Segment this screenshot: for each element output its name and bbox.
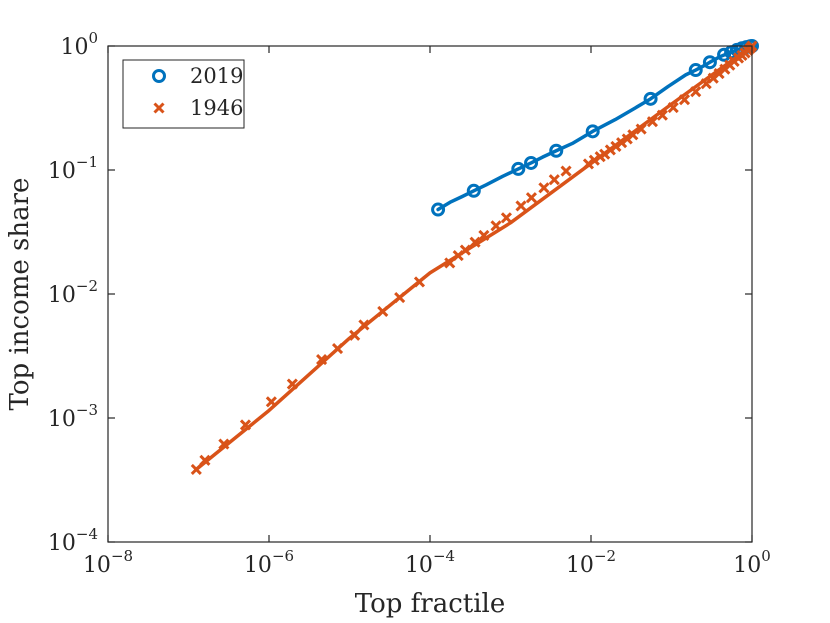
data-point-2019 bbox=[511, 161, 526, 176]
data-point-1946 bbox=[548, 174, 560, 186]
legend-box bbox=[122, 59, 245, 129]
x-tick-label: 10−8 bbox=[83, 547, 133, 578]
data-point-1946 bbox=[331, 343, 344, 355]
x-tick-labels: 10−8 10−6 10−4 10−2 100 bbox=[83, 547, 771, 578]
data-point-1946 bbox=[678, 94, 691, 106]
data-point-1946 bbox=[199, 454, 211, 466]
data-point-1946 bbox=[646, 116, 659, 128]
plot-area bbox=[108, 46, 752, 542]
series-layer bbox=[190, 39, 759, 475]
x-tick-label: 100 bbox=[733, 547, 771, 578]
x-tick-label: 10−2 bbox=[566, 547, 616, 578]
data-point-2019 bbox=[431, 202, 446, 217]
data-point-1946 bbox=[444, 257, 456, 269]
series-2019 bbox=[431, 39, 759, 217]
data-point-2019 bbox=[702, 55, 717, 70]
data-point-1946 bbox=[377, 305, 389, 318]
legend-marker-1946 bbox=[153, 102, 165, 114]
x-tick-label: 10−6 bbox=[244, 547, 294, 578]
x-axis-label: Top fractile bbox=[355, 589, 505, 619]
y-tick-label: 10−2 bbox=[48, 277, 98, 308]
data-point-1946 bbox=[560, 165, 572, 177]
legend-label-1946: 1946 bbox=[190, 96, 243, 120]
data-point-1946 bbox=[500, 212, 512, 224]
y-tick-label: 10−1 bbox=[48, 153, 98, 184]
data-point-2019 bbox=[688, 63, 703, 78]
data-point-2019 bbox=[466, 183, 481, 198]
series-line-1946 bbox=[194, 44, 754, 472]
data-point-1946 bbox=[265, 396, 277, 408]
data-point-1946 bbox=[478, 229, 490, 241]
data-point-1946 bbox=[690, 86, 702, 98]
data-point-1946 bbox=[469, 236, 481, 248]
legend: 2019 1946 bbox=[122, 59, 245, 129]
series-1946 bbox=[190, 40, 758, 475]
data-point-1946 bbox=[286, 378, 298, 390]
data-point-1946 bbox=[490, 220, 502, 232]
data-point-1946 bbox=[667, 101, 679, 114]
x-tick-label: 10−4 bbox=[405, 547, 455, 578]
data-point-2019 bbox=[524, 155, 539, 170]
data-point-1946 bbox=[582, 158, 595, 170]
data-point-1946 bbox=[190, 463, 202, 475]
y-tick-labels: 10−4 10−3 10−2 10−1 100 bbox=[48, 29, 98, 556]
y-tick-label: 10−3 bbox=[48, 401, 98, 432]
data-point-1946 bbox=[627, 129, 639, 141]
data-point-1946 bbox=[588, 154, 600, 166]
data-point-2019 bbox=[585, 124, 600, 139]
data-point-2019 bbox=[717, 47, 732, 62]
data-point-1946 bbox=[635, 123, 647, 135]
data-point-1946 bbox=[218, 438, 230, 450]
data-point-1946 bbox=[656, 109, 668, 121]
plot-frame bbox=[107, 45, 753, 543]
data-point-1946 bbox=[515, 200, 527, 212]
data-point-1946 bbox=[525, 192, 537, 204]
data-point-1946 bbox=[394, 292, 406, 304]
data-point-2019 bbox=[549, 143, 564, 158]
y-axis-label: Top income share bbox=[5, 178, 35, 411]
data-point-1946 bbox=[358, 319, 370, 331]
legend-label-2019: 2019 bbox=[190, 64, 243, 88]
y-tick-label: 10−4 bbox=[48, 525, 98, 556]
data-point-1946 bbox=[538, 182, 550, 194]
y-tick-label: 100 bbox=[60, 29, 98, 60]
legend-marker-2019 bbox=[152, 69, 166, 83]
data-point-1946 bbox=[349, 329, 361, 341]
data-point-1946 bbox=[316, 353, 328, 366]
data-point-1946 bbox=[239, 419, 252, 431]
data-point-1946 bbox=[413, 276, 426, 288]
data-point-1946 bbox=[459, 244, 471, 256]
data-point-2019 bbox=[643, 91, 658, 106]
